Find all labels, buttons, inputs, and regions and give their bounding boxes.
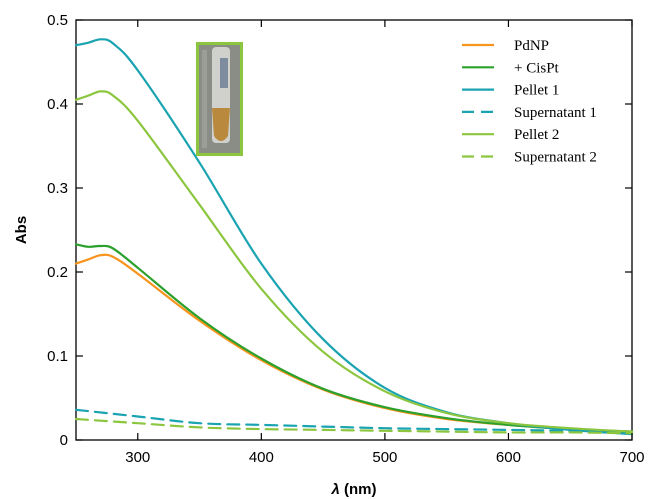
y-tick-label: 0.1 xyxy=(47,348,68,365)
y-axis-title: Abs xyxy=(13,216,30,244)
legend-label: Supernatant 2 xyxy=(514,150,597,166)
plot-area xyxy=(75,19,633,441)
series-line-supernatant-2 xyxy=(74,417,634,435)
legend: PdNP + CisPt Pellet 1 Supernatant 1 Pellet 2… xyxy=(462,38,597,166)
x-tick-label: 400 xyxy=(249,449,274,466)
x-tick-label: 700 xyxy=(619,449,644,466)
series-line-cispt xyxy=(74,243,634,433)
x-axis-title: λ (nm) xyxy=(330,481,376,498)
x-axis-title-symbol: λ xyxy=(330,481,339,498)
x-axis-title-unit: (nm) xyxy=(340,481,377,498)
legend-label: Pellet 2 xyxy=(514,127,559,143)
series-line-pellet-2 xyxy=(74,90,634,433)
y-tick-label: 0 xyxy=(60,432,68,449)
legend-label: PdNP xyxy=(514,38,549,54)
legend-label: Supernatant 1 xyxy=(514,105,597,121)
y-tick-label: 0.3 xyxy=(47,180,68,197)
legend-label: Pellet 1 xyxy=(514,83,559,99)
legend-label: + CisPt xyxy=(514,60,560,76)
axes-layer: 300 400 500 600 700 0 0.1 0.2 0.3 0.4 0.5 xyxy=(47,12,644,466)
inset-vial-photo xyxy=(196,42,243,156)
x-tick-label: 500 xyxy=(372,449,397,466)
series-layer xyxy=(74,38,634,436)
y-tick-label: 0.5 xyxy=(47,12,68,29)
x-tick-label: 300 xyxy=(125,449,150,466)
y-tick-label: 0.2 xyxy=(47,264,68,281)
series-line-supernatant-1 xyxy=(74,408,634,433)
x-tick-label: 600 xyxy=(496,449,521,466)
y-tick-label: 0.4 xyxy=(47,96,68,113)
